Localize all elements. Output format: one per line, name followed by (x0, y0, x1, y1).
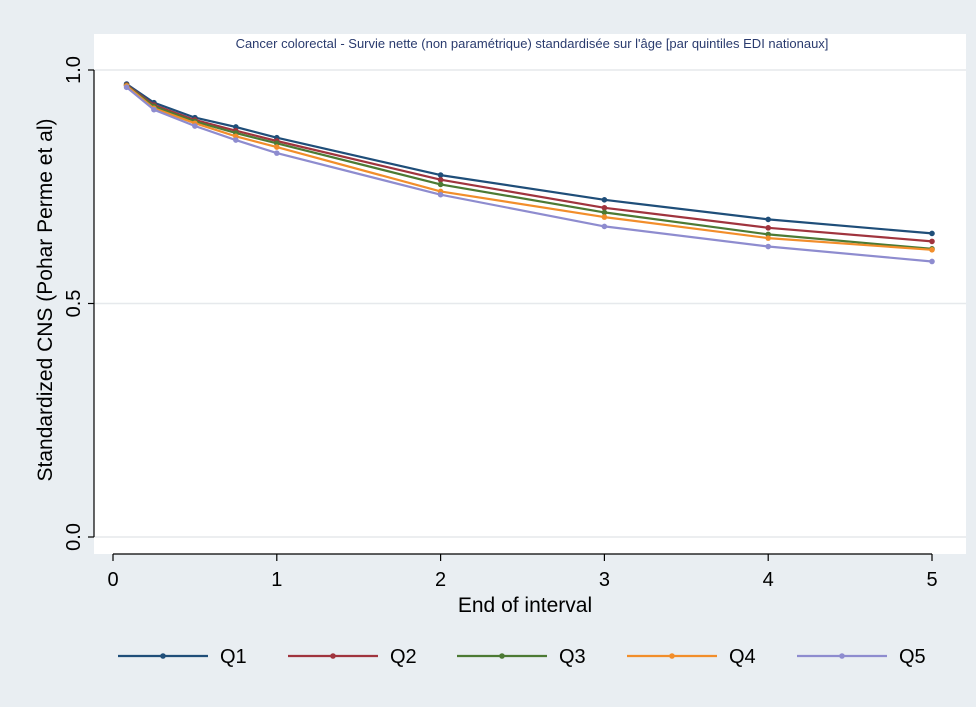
data-point (929, 258, 935, 265)
legend-item-q4: Q4 (627, 646, 756, 668)
data-point (929, 238, 935, 245)
legend-label: Q1 (220, 646, 247, 668)
gridlines (94, 69, 966, 538)
data-point (151, 106, 157, 113)
data-point (929, 246, 935, 253)
data-point (274, 150, 280, 156)
legend-label: Q3 (559, 646, 586, 668)
x-tick-label: 5 (926, 569, 937, 591)
data-point (437, 181, 444, 188)
x-tick-label: 2 (435, 569, 446, 591)
plot-area (94, 34, 966, 554)
data-point (601, 197, 608, 203)
data-point (765, 216, 771, 223)
data-point (929, 230, 935, 237)
legend-label: Q4 (729, 646, 756, 668)
legend-item-q1: Q1 (118, 646, 247, 668)
data-point (233, 137, 239, 143)
axes: 0.0 0.5 1.0 0 1 2 3 4 5 (63, 56, 938, 591)
data-point (601, 209, 608, 216)
legend: Q1 Q2 Q3 Q4 Q5 (118, 646, 926, 668)
data-point (192, 123, 198, 129)
legend-marker (669, 653, 675, 659)
data-point (765, 235, 771, 241)
x-tick-label: 3 (599, 569, 610, 591)
x-tick-label: 1 (271, 569, 282, 591)
data-point (765, 243, 771, 250)
data-point (437, 172, 444, 178)
legend-label: Q2 (390, 646, 417, 668)
legend-item-q2: Q2 (288, 646, 417, 668)
data-point (601, 204, 608, 211)
legend-item-q5: Q5 (797, 646, 926, 668)
data-point (123, 84, 130, 91)
x-tick-label: 4 (763, 569, 774, 591)
data-point (274, 144, 280, 150)
legend-marker (839, 653, 845, 659)
legend-marker (330, 653, 336, 659)
x-axis-label: End of interval (458, 594, 592, 617)
data-point (437, 191, 444, 198)
series-lines (123, 81, 935, 265)
series-q5 (123, 84, 935, 265)
data-point (601, 214, 608, 220)
legend-marker (499, 653, 505, 659)
data-point (765, 225, 771, 231)
legend-marker (160, 653, 166, 659)
y-axis-label: Standardized CNS (Pohar Perme et al) (34, 119, 57, 482)
y-tick-label: 0.5 (63, 290, 85, 318)
chart-title: Cancer colorectal - Survie nette (non pa… (236, 36, 829, 51)
data-point (437, 176, 444, 183)
legend-label: Q5 (899, 646, 926, 668)
data-point (601, 223, 608, 230)
x-tick-label: 0 (107, 569, 118, 591)
y-tick-label: 1.0 (63, 56, 85, 84)
legend-item-q3: Q3 (457, 646, 586, 668)
y-tick-label: 0.0 (63, 523, 85, 551)
